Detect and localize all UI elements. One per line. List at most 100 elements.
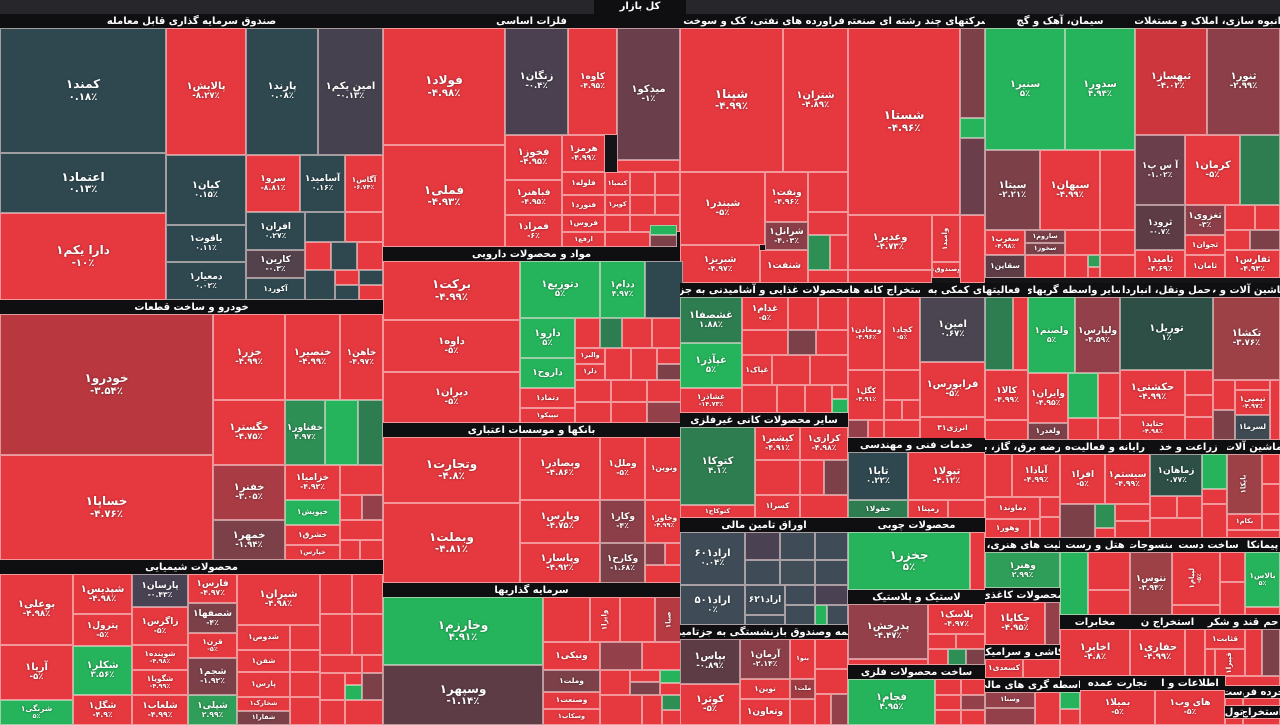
treemap-tile-filler[interactable] — [815, 560, 848, 585]
treemap-tile-filler[interactable] — [1100, 255, 1135, 278]
treemap-tile-filler[interactable] — [745, 560, 780, 585]
treemap-tile-filler[interactable] — [1245, 607, 1280, 615]
treemap-tile-filler[interactable] — [345, 673, 362, 685]
treemap-tile[interactable]: بمیلا۱ -۵٪ — [1080, 690, 1155, 725]
treemap-tile[interactable]: وایران۱ -۴.۹۵٪ — [1028, 373, 1068, 423]
treemap-tile-filler[interactable] — [600, 642, 642, 670]
treemap-tile[interactable]: غشاذر۱ -۱۴.۷۳٪ — [680, 388, 742, 413]
treemap-tile[interactable]: دمعیار۱ ۰.۰۲٪ — [166, 262, 246, 300]
treemap-tile-filler[interactable] — [815, 585, 848, 605]
treemap-tile[interactable]: امین۱ ۰.۶۷٪ — [920, 297, 985, 362]
treemap-tile-filler[interactable] — [788, 297, 818, 330]
treemap-tile[interactable]: خاهن۱ -۴.۹۷٪ — [340, 314, 383, 400]
treemap-tile-filler[interactable] — [755, 460, 800, 495]
treemap-tile-filler[interactable] — [1065, 230, 1100, 255]
treemap-tile-filler[interactable] — [305, 270, 335, 300]
treemap-tile-filler[interactable] — [800, 460, 824, 495]
treemap-tile-filler[interactable] — [966, 649, 985, 665]
treemap-tile-filler[interactable] — [808, 235, 830, 270]
treemap-tile[interactable]: دماوند۱ — [985, 497, 1040, 519]
treemap-tile[interactable]: کالا۱ -۴.۹۹٪ — [985, 370, 1028, 420]
treemap-tile[interactable]: غدام۱ -۵٪ — [742, 297, 788, 330]
treemap-tile[interactable]: وکار۱ -۴٪ — [600, 500, 645, 543]
treemap-tile[interactable]: فملی۱ -۴.۹۳٪ — [383, 145, 505, 247]
treemap-tile[interactable]: زنگان۱ -۰.۴٪ — [505, 28, 568, 135]
treemap-tile-filler[interactable] — [652, 318, 683, 348]
treemap-tile-filler[interactable] — [1098, 373, 1120, 418]
treemap-tile-filler[interactable] — [1220, 582, 1245, 615]
treemap-tile[interactable]: ثامان۱ — [1185, 255, 1225, 278]
treemap-tile[interactable]: شپلی۱ ۲.۹۹٪ — [188, 695, 237, 725]
treemap-tile[interactable]: دتوزیع۱ ۵٪ — [520, 261, 600, 318]
treemap-tile-filler[interactable] — [961, 695, 985, 710]
treemap-tile-filler[interactable] — [1185, 395, 1213, 417]
treemap-tile-filler[interactable] — [1098, 418, 1120, 440]
treemap-tile[interactable]: وپاسار۱ -۴.۹۲٪ — [520, 543, 600, 583]
treemap-tile-filler[interactable] — [1225, 698, 1243, 706]
treemap-tile[interactable]: شتران۱ -۴.۸۹٪ — [783, 28, 848, 172]
treemap-tile-filler[interactable] — [824, 460, 848, 495]
treemap-tile[interactable] — [362, 655, 383, 673]
treemap-tile-filler[interactable] — [650, 235, 677, 247]
treemap-tile-filler[interactable] — [1065, 255, 1088, 278]
treemap-tile-filler[interactable] — [543, 597, 590, 642]
treemap-tile[interactable]: شیران۱ -۴.۹۸٪ — [237, 574, 320, 625]
treemap-tile-filler[interactable] — [1060, 504, 1095, 538]
treemap-tile-filler[interactable] — [1068, 418, 1098, 440]
treemap-tile[interactable]: ونفت۱ -۴.۹۶٪ — [765, 172, 808, 222]
treemap-tile-filler[interactable] — [600, 670, 630, 695]
treemap-tile-filler[interactable] — [961, 710, 985, 725]
treemap-tile[interactable]: کتوکاح۱ — [680, 505, 755, 518]
treemap-tile-filler[interactable] — [1060, 552, 1088, 615]
treemap-tile-filler[interactable] — [647, 380, 683, 402]
treemap-tile[interactable]: بپاس۱ -۰.۸۹٪ — [680, 639, 740, 684]
treemap-tile-filler[interactable] — [960, 215, 985, 283]
treemap-tile[interactable]: شرنگی۱ ۵٪ — [0, 700, 73, 725]
treemap-tile[interactable]: شبندر۱ -۵٪ — [680, 172, 765, 245]
treemap-tile[interactable]: بوعلی۱ -۴.۹۸٪ — [0, 574, 73, 645]
treemap-tile[interactable]: پارس۱ — [237, 672, 290, 697]
treemap-tile[interactable]: وسکاب۱ — [543, 709, 600, 725]
treemap-tile-filler[interactable] — [985, 420, 1028, 440]
treemap-tile[interactable]: تیپیکو۱ — [520, 408, 575, 423]
treemap-tile-filler[interactable] — [808, 212, 848, 235]
treemap-tile-filler[interactable] — [320, 574, 352, 614]
treemap-tile-filler[interactable] — [815, 532, 848, 560]
treemap-tile[interactable]: پارند۱ ۰.۰۸٪ — [246, 28, 318, 155]
treemap-tile-filler[interactable] — [352, 574, 383, 614]
treemap-tile[interactable]: ومعادن۱ -۴.۹۶٪ — [848, 297, 884, 370]
treemap-tile[interactable]: افران۱ ۰.۲۷٪ — [246, 212, 305, 250]
treemap-tile-filler[interactable] — [1177, 496, 1202, 518]
treemap-tile-filler[interactable] — [340, 540, 360, 560]
treemap-tile[interactable]: اعتماد۱ ۰.۱۳٪ — [0, 153, 166, 213]
treemap-tile-filler[interactable] — [1060, 709, 1080, 725]
treemap-tile[interactable]: ثبهساز۱ -۴.۰۲٪ — [1135, 28, 1207, 135]
treemap-tile[interactable]: ونوین۱ — [645, 437, 683, 500]
treemap-tile-filler[interactable] — [928, 634, 956, 649]
treemap-tile[interactable]: شرانل۱ -۴.۰۳٪ — [765, 222, 808, 250]
treemap-tile-filler[interactable] — [600, 695, 642, 725]
treemap-tile-filler[interactable] — [1243, 698, 1280, 706]
treemap-tile-filler[interactable] — [630, 682, 660, 695]
treemap-tile[interactable]: خپارس۱ — [285, 545, 340, 560]
treemap-tile[interactable]: زاگرس۱ -۵٪ — [132, 607, 188, 645]
treemap-tile[interactable]: دارو۱ ۵٪ — [520, 318, 575, 358]
treemap-tile-filler[interactable] — [985, 708, 1035, 725]
treemap-tile-filler[interactable] — [320, 700, 345, 725]
treemap-tile[interactable]: شجم۱ -۱.۹۲٪ — [188, 658, 237, 695]
treemap-tile[interactable]: خمهر۱ -۱.۹۴٪ — [213, 520, 285, 560]
treemap-tile-filler[interactable] — [335, 285, 359, 300]
treemap-tile[interactable]: شپدیس۱ -۴.۹۸٪ — [73, 574, 132, 614]
treemap-tile-filler[interactable] — [600, 318, 622, 348]
treemap-tile[interactable]: اراد۶۲۱ — [745, 585, 785, 615]
treemap-tile[interactable]: بایکا۱ — [1227, 454, 1262, 514]
treemap-tile-filler[interactable] — [335, 270, 359, 285]
treemap-tile[interactable]: قرن۱ -۵٪ — [188, 633, 237, 658]
treemap-tile[interactable]: ثغزوی۱ -۳٪ — [1185, 205, 1225, 235]
treemap-tile[interactable]: دتماد۱ — [520, 388, 575, 408]
treemap-tile[interactable]: لسرما۱ — [1235, 415, 1270, 440]
treemap-tile-filler[interactable] — [985, 297, 1013, 370]
treemap-tile[interactable]: ولصنم۱ ۵٪ — [1028, 297, 1075, 373]
treemap-tile[interactable]: کرازی۱ -۴.۹۸٪ — [800, 427, 848, 460]
treemap-tile-filler[interactable] — [1205, 649, 1215, 676]
